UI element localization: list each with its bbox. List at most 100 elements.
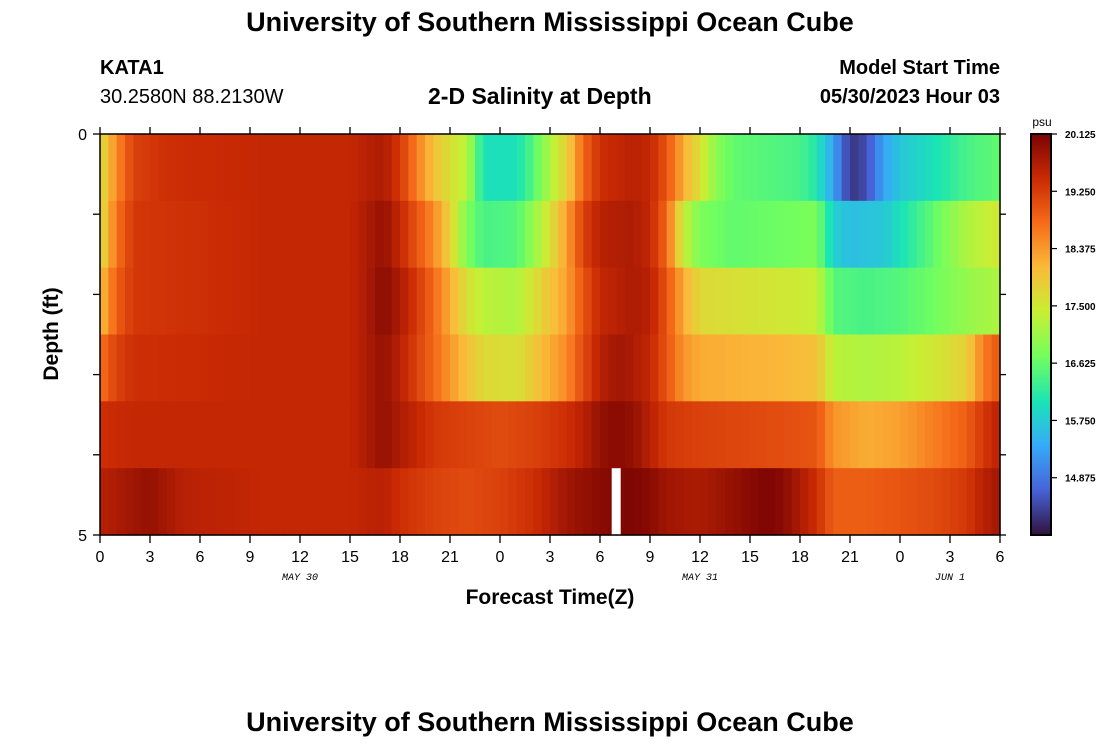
- heatmap-cell: [550, 267, 559, 336]
- heatmap-cell: [958, 468, 968, 536]
- x-tick-label: 0: [96, 549, 105, 566]
- heatmap-cell: [583, 134, 593, 202]
- colorbar-tick-label: 20.125: [1065, 130, 1096, 141]
- date-label: MAY 30: [282, 573, 318, 584]
- heatmap-cell: [108, 134, 118, 202]
- heatmap-cell: [466, 401, 476, 469]
- heatmap-cell: [500, 334, 509, 402]
- chart-title: University of Southern Mississippi Ocean…: [246, 7, 854, 37]
- heatmap-cell: [333, 267, 343, 336]
- heatmap-cell: [150, 267, 159, 336]
- heatmap-cell: [483, 334, 493, 402]
- heatmap-cell: [133, 267, 143, 336]
- heatmap-cell: [258, 401, 268, 469]
- heatmap-cell: [158, 468, 168, 536]
- heatmap-cell: [683, 334, 693, 402]
- heatmap-cell: [308, 200, 318, 269]
- heatmap-cell: [766, 468, 776, 536]
- heatmap-cell: [741, 134, 751, 202]
- heatmap-cell: [808, 468, 818, 536]
- heatmap-cell: [941, 267, 951, 336]
- heatmap-cell: [100, 468, 109, 536]
- heatmap-cell: [550, 334, 559, 402]
- heatmap-cell: [966, 401, 976, 469]
- station-coordinates: 30.2580N 88.2130W: [100, 86, 284, 108]
- heatmap-cell: [466, 134, 476, 202]
- heatmap-cell: [275, 134, 284, 202]
- heatmap-cell: [700, 401, 709, 469]
- heatmap-cell: [883, 200, 893, 269]
- heatmap-cell: [650, 267, 659, 336]
- heatmap-cell: [616, 334, 626, 402]
- heatmap-cell: [733, 134, 743, 202]
- heatmap-cell: [566, 134, 576, 202]
- heatmap-cell: [358, 468, 368, 536]
- heatmap-cell: [125, 267, 134, 336]
- heatmap-cell: [325, 200, 334, 269]
- heatmap-cell: [516, 267, 526, 336]
- heatmap-cell: [125, 401, 134, 469]
- heatmap-cell: [825, 401, 834, 469]
- heatmap-cell: [750, 134, 759, 202]
- heatmap-cell: [333, 134, 343, 202]
- heatmap-cell: [808, 134, 818, 202]
- heatmap-cell: [208, 401, 218, 469]
- heatmap-cell: [725, 200, 734, 269]
- heatmap-cell: [325, 267, 334, 336]
- heatmap-cell: [966, 134, 976, 202]
- heatmap-cell: [875, 200, 884, 269]
- heatmap-cell: [800, 200, 809, 269]
- heatmap-cell: [350, 468, 359, 536]
- heatmap-cell: [983, 134, 993, 202]
- heatmap-cell: [283, 334, 293, 402]
- heatmap-cell: [783, 267, 793, 336]
- heatmap-cell: [341, 401, 351, 469]
- heatmap-cell: [408, 134, 418, 202]
- heatmap-cell: [841, 200, 851, 269]
- heatmap-cell: [758, 334, 768, 402]
- heatmap-cell: [891, 334, 901, 402]
- heatmap-cell: [325, 401, 334, 469]
- heatmap-cell: [325, 134, 334, 202]
- heatmap-cell: [450, 267, 459, 336]
- heatmap-cell: [600, 200, 609, 269]
- heatmap-cell: [900, 267, 909, 336]
- heatmap-cell: [950, 401, 959, 469]
- heatmap-cell: [491, 334, 501, 402]
- heatmap-cell: [508, 200, 518, 269]
- heatmap-cell: [633, 334, 643, 402]
- heatmap-cell: [100, 334, 109, 402]
- heatmap-cell: [658, 134, 668, 202]
- heatmap-cell: [316, 468, 326, 536]
- heatmap-cell: [708, 334, 718, 402]
- heatmap-cell: [341, 134, 351, 202]
- heatmap-cell: [116, 334, 126, 402]
- heatmap-cell: [800, 267, 809, 336]
- heatmap-cell: [591, 401, 601, 469]
- heatmap-cell: [116, 401, 126, 469]
- heatmap-cell: [908, 200, 918, 269]
- heatmap-cell: [516, 200, 526, 269]
- heatmap-cell: [858, 468, 868, 536]
- heatmap-cell: [716, 468, 726, 536]
- heatmap-cell: [825, 200, 834, 269]
- heatmap-cells: [100, 134, 1001, 536]
- heatmap-cell: [608, 200, 618, 269]
- heatmap-cell: [908, 134, 918, 202]
- heatmap-cell: [700, 267, 709, 336]
- heatmap-cell: [108, 334, 118, 402]
- heatmap-cell: [250, 468, 259, 536]
- heatmap-cell: [633, 200, 643, 269]
- heatmap-cell: [908, 401, 918, 469]
- heatmap-cell: [333, 200, 343, 269]
- heatmap-cell: [275, 334, 284, 402]
- heatmap-cell: [925, 267, 934, 336]
- heatmap-cell: [416, 468, 426, 536]
- heatmap-cell: [158, 267, 168, 336]
- heatmap-cell: [575, 334, 584, 402]
- heatmap-cell: [300, 468, 309, 536]
- heatmap-cell: [808, 334, 818, 402]
- heatmap-cell: [516, 468, 526, 536]
- heatmap-cell: [400, 134, 409, 202]
